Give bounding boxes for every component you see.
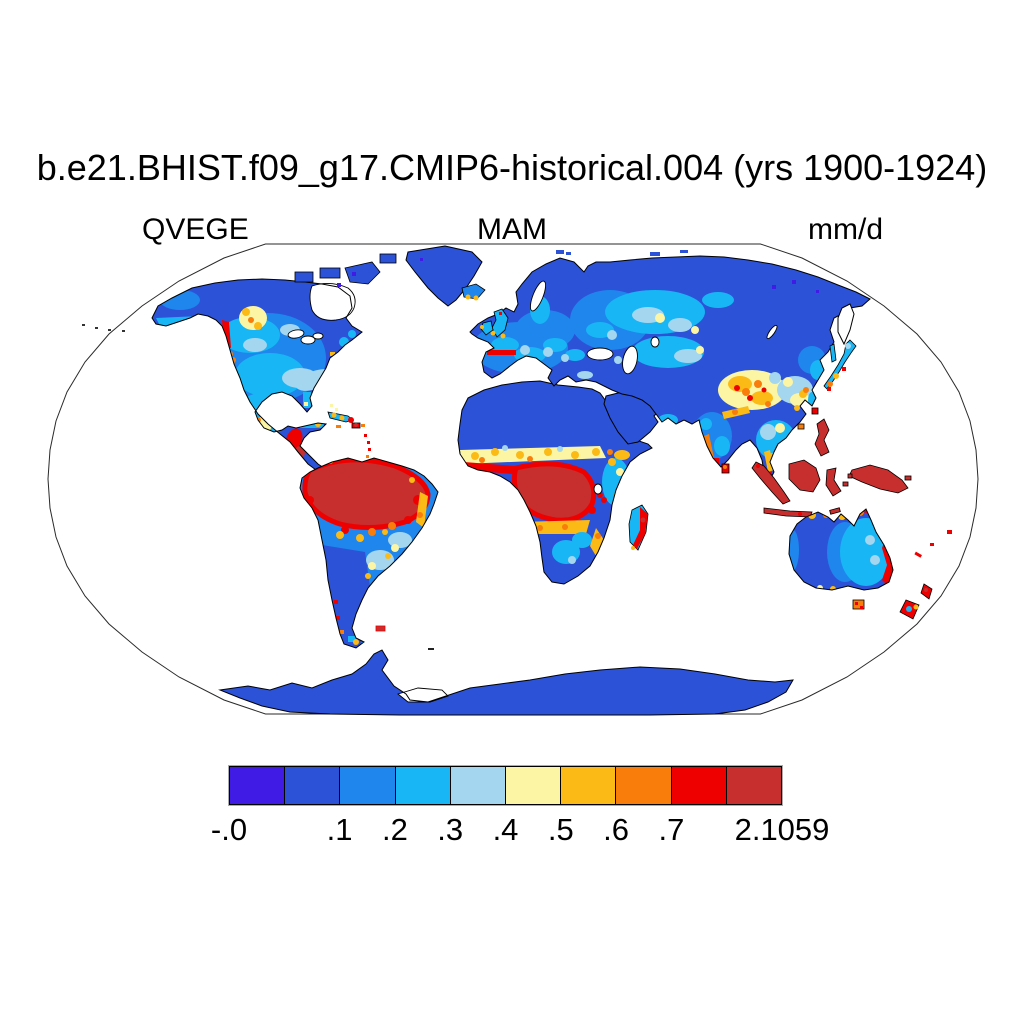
taiwan (811, 407, 819, 415)
colorbar-box (230, 767, 286, 804)
season-label: MAM (477, 213, 547, 246)
black-sea (586, 347, 614, 361)
sumatra (751, 461, 791, 505)
maritime-continent (751, 418, 912, 518)
philippines (814, 418, 830, 457)
colorbar (228, 765, 783, 806)
ross-sea-notch (397, 687, 449, 703)
new-zealand (899, 583, 933, 620)
colorbar-box (340, 767, 396, 804)
pacific-islands (914, 530, 952, 558)
continent-south-america (299, 457, 439, 650)
colorbar-box (285, 767, 341, 804)
japan (823, 339, 857, 391)
continent-antarctica (219, 649, 794, 716)
colorbar-tick-label: -.0 (210, 812, 248, 847)
caribbean-islands (327, 404, 371, 458)
java (763, 507, 813, 518)
hainan (797, 423, 805, 430)
continent-australia (788, 508, 894, 610)
continent-north-america (151, 278, 363, 471)
lake-baikal (766, 324, 778, 340)
timor (829, 507, 841, 515)
colorbar-box (616, 767, 672, 804)
south-georgia (428, 648, 434, 650)
aral-sea (650, 336, 660, 348)
colorbar-box (506, 767, 562, 804)
projection-outline (47, 243, 979, 715)
colorbar-tick-label: .4 (492, 812, 519, 847)
colorbar-tick-label: .3 (437, 812, 464, 847)
plot-title: b.e21.BHIST.f09_g17.CMIP6-historical.004… (36, 147, 988, 188)
lake-victoria (593, 483, 603, 495)
colorbar-tick-label: .6 (603, 812, 630, 847)
new-guinea (848, 464, 909, 494)
colorbar-box (726, 767, 782, 804)
caspian-sea (622, 345, 638, 375)
colorbar-tick-label: 2.1059 (734, 812, 830, 847)
kamchatka (837, 303, 855, 346)
colorbar-box (561, 767, 617, 804)
colorbar-labels: -.0 .1 .2 .3 .4 .5 .6 .7 2.1059 (211, 812, 830, 847)
colorbar-tick-label: .5 (547, 812, 574, 847)
colorbar-tick-label: .2 (381, 812, 408, 847)
colorbar-tick-label: .7 (658, 812, 685, 847)
arctic-islands (294, 253, 397, 287)
colorbar-tick-label: .1 (326, 812, 353, 847)
tasmania (852, 599, 865, 610)
variable-label: QVEGE (142, 213, 249, 246)
great-britain (491, 308, 509, 338)
great-lakes (287, 329, 324, 345)
madagascar (628, 504, 649, 551)
aleutian-islands (82, 324, 125, 332)
sakhalin (829, 343, 837, 363)
colorbar-box (395, 767, 451, 804)
colorbar-box (450, 767, 507, 804)
borneo (788, 459, 821, 493)
baltic-sea (529, 280, 547, 312)
units-label: mm/d (808, 213, 883, 246)
falkland-islands (375, 625, 386, 632)
sri-lanka (721, 463, 730, 474)
colorbar-box (671, 767, 727, 804)
european-islands (461, 250, 688, 339)
new-britain (904, 475, 912, 481)
sulawesi (825, 467, 842, 497)
